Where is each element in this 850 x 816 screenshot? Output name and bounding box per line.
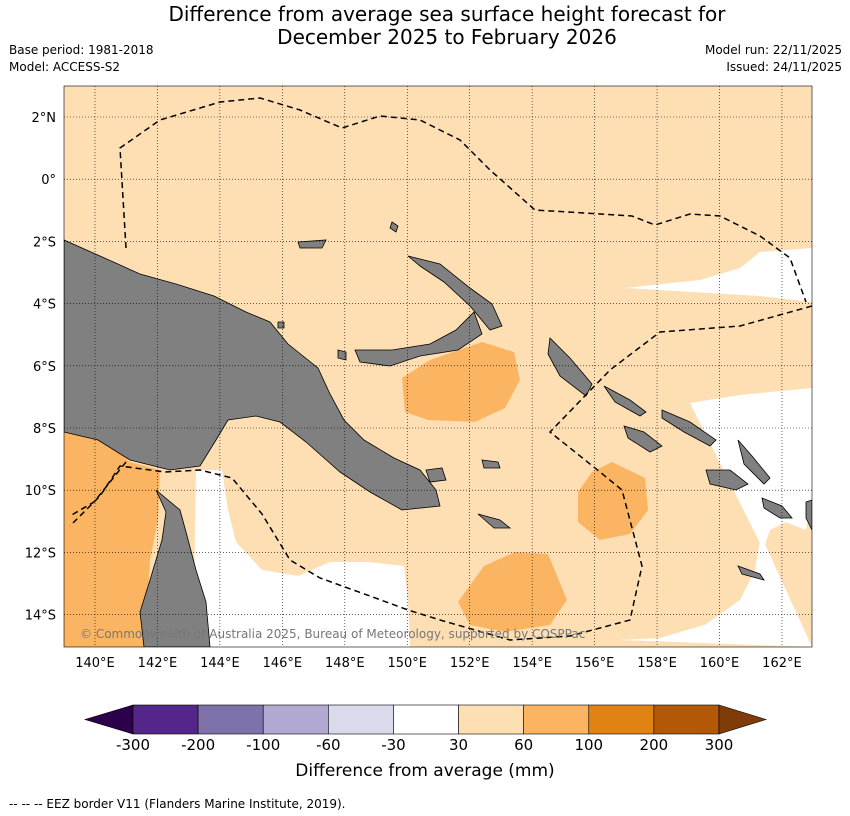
lon-label: 148°E — [325, 656, 365, 671]
colorbar-swatch — [523, 704, 590, 735]
lat-label: 0° — [41, 173, 56, 188]
lat-label: 10°S — [25, 484, 56, 499]
makira — [761, 497, 793, 519]
eez-png-north — [119, 97, 807, 303]
guadalcanal — [705, 469, 749, 491]
eez-png-solomons — [69, 305, 812, 641]
meta-right: Model run: 22/11/2025 Issued: 24/11/2025 — [705, 42, 842, 76]
chart-title: Difference from average sea surface heig… — [0, 3, 850, 49]
woodlark — [481, 459, 501, 469]
umboi — [337, 349, 347, 361]
new-guinea — [64, 239, 441, 511]
louisiade — [477, 513, 512, 529]
colorbar-swatch — [458, 704, 524, 735]
neutral-region-northeast — [625, 248, 812, 302]
colorbar-tick-label: -300 — [115, 736, 151, 754]
new-britain — [354, 311, 483, 367]
dentrecasteaux — [425, 467, 447, 483]
lon-label: 158°E — [637, 656, 677, 671]
meta-left: Base period: 1981-2018 Model: ACCESS-S2 — [9, 42, 154, 76]
lon-label: 154°E — [512, 656, 552, 671]
title-line-2: December 2025 to February 2026 — [277, 25, 617, 49]
new-ireland — [407, 255, 503, 331]
copyright-notice: © Commonwealth of Australia 2025, Bureau… — [80, 627, 585, 641]
eez-footnote: -- -- -- EEZ border V11 (Flanders Marine… — [9, 797, 346, 811]
lon-label: 142°E — [138, 656, 178, 671]
colorbar-tick-label: 300 — [704, 736, 734, 754]
lat-label: 2°N — [32, 111, 57, 126]
colorbar-tick-label: 100 — [574, 736, 604, 754]
manus — [297, 239, 327, 249]
land-masses — [64, 221, 812, 647]
colorbar-tick-label: -60 — [316, 736, 341, 754]
bougainville — [547, 337, 593, 397]
colorbar-under-arrow — [83, 704, 134, 735]
small-islands — [277, 221, 812, 581]
lon-label: 150°E — [387, 656, 427, 671]
latitude-labels: 2°N 0° 2°S 4°S 6°S 8°S 10°S 12°S 14°S — [25, 111, 56, 624]
colorbar-tick-label: -100 — [246, 736, 281, 754]
new-georgia — [623, 425, 663, 453]
lat-label: 12°S — [25, 546, 56, 561]
graticule — [64, 86, 812, 647]
colorbar-swatch — [393, 704, 459, 735]
eez-aus-indo — [69, 461, 127, 517]
colorbar-tick-label: 200 — [639, 736, 669, 754]
choiseul — [603, 385, 647, 417]
lon-label: 140°E — [75, 656, 115, 671]
colorbar-swatch — [588, 704, 655, 735]
colorbar-tick-label: -30 — [381, 736, 406, 754]
anomaly-60-100-south — [458, 552, 567, 632]
lon-label: 160°E — [700, 656, 740, 671]
colorbar-swatch — [328, 704, 394, 735]
lon-label: 156°E — [575, 656, 615, 671]
sea-height-map: © Commonwealth of Australia 2025, Bureau… — [25, 85, 813, 671]
malaita — [737, 439, 771, 485]
lon-label: 144°E — [200, 656, 240, 671]
eez-borders — [69, 97, 812, 641]
colorbar-tick-label: -200 — [181, 736, 216, 754]
lon-label: 152°E — [450, 656, 490, 671]
lat-label: 14°S — [25, 609, 56, 624]
longitude-labels: 140°E 142°E 144°E 146°E 148°E 150°E 152°E 154°E… — [75, 656, 801, 671]
colorbar-swatch — [262, 704, 329, 735]
colorbar-over-arrow — [718, 704, 768, 735]
anomaly-60-100-solomon-sea — [402, 342, 520, 422]
colorbar — [83, 704, 768, 735]
colorbar-tick-label: 60 — [514, 736, 534, 754]
colorbar-label: Difference from average (mm) — [295, 761, 555, 781]
cape-york — [139, 489, 211, 647]
lat-label: 8°S — [33, 422, 56, 437]
model-name: Model: ACCESS-S2 — [9, 60, 121, 74]
lat-label: 4°S — [33, 298, 56, 313]
lon-label: 162°E — [762, 656, 802, 671]
issued-date: Issued: 24/11/2025 — [726, 60, 842, 74]
colorbar-tick-label: 30 — [449, 736, 469, 754]
lat-label: 2°S — [33, 235, 56, 250]
colorbar-swatch — [653, 704, 720, 735]
model-run: Model run: 22/11/2025 — [704, 43, 842, 57]
anomaly-60-100-east — [578, 462, 648, 540]
title-line-1: Difference from average sea surface heig… — [168, 2, 726, 26]
map-frame — [63, 85, 813, 648]
colorbar-swatch — [132, 704, 199, 735]
neutral-region-southeast — [620, 390, 812, 647]
base-period: Base period: 1981-2018 — [9, 43, 154, 57]
lat-label: 6°S — [33, 360, 56, 375]
lon-label: 146°E — [263, 656, 303, 671]
anomaly-60-100-west — [64, 430, 160, 647]
neutral-region-coral-sea — [194, 470, 410, 647]
colorbar-swatch — [197, 704, 264, 735]
